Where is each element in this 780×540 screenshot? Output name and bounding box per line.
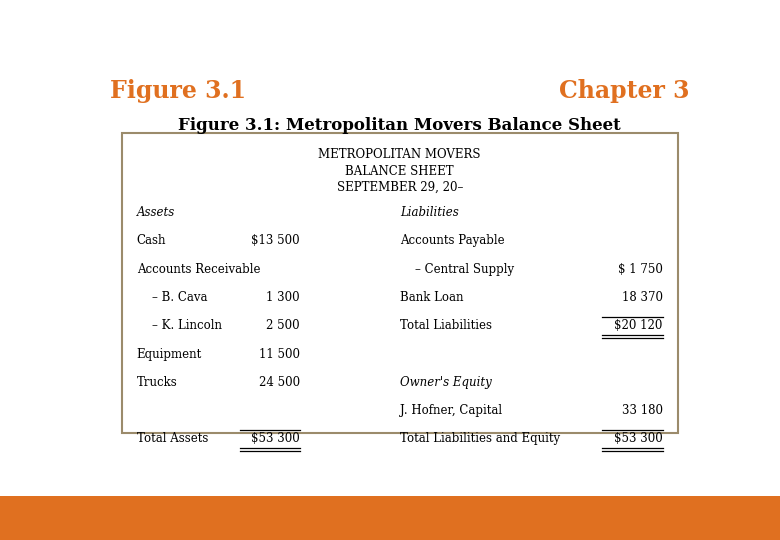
Text: Cash: Cash bbox=[136, 234, 166, 247]
Text: Figure 3.1: Figure 3.1 bbox=[109, 79, 246, 103]
Text: Chapter 3: Chapter 3 bbox=[559, 79, 690, 103]
Text: SEPTEMBER 29, 20–: SEPTEMBER 29, 20– bbox=[336, 181, 463, 194]
Text: J. Hofner, Capital: J. Hofner, Capital bbox=[399, 404, 502, 417]
Text: Accounts Receivable: Accounts Receivable bbox=[136, 263, 261, 276]
Text: PEARSON: PEARSON bbox=[639, 508, 757, 528]
Text: Assets: Assets bbox=[136, 206, 175, 219]
Text: – K. Lincoln: – K. Lincoln bbox=[136, 319, 222, 332]
Text: 2 500: 2 500 bbox=[267, 319, 300, 332]
Text: 11 500: 11 500 bbox=[259, 348, 300, 361]
Text: Liabilities: Liabilities bbox=[399, 206, 459, 219]
Text: BALANCE SHEET: BALANCE SHEET bbox=[346, 165, 454, 178]
Text: Equipment: Equipment bbox=[136, 348, 202, 361]
Text: $53 300: $53 300 bbox=[251, 433, 300, 446]
Text: 1 300: 1 300 bbox=[267, 291, 300, 304]
Text: Figure 3.1: Metropolitan Movers Balance Sheet: Figure 3.1: Metropolitan Movers Balance … bbox=[179, 117, 621, 134]
Text: 24 500: 24 500 bbox=[259, 376, 300, 389]
Text: $20 120: $20 120 bbox=[615, 319, 663, 332]
FancyBboxPatch shape bbox=[122, 133, 678, 433]
Text: Trucks: Trucks bbox=[136, 376, 178, 389]
Text: Total Assets: Total Assets bbox=[136, 433, 208, 446]
Text: $53 300: $53 300 bbox=[614, 433, 663, 446]
Text: Total Liabilities and Equity: Total Liabilities and Equity bbox=[399, 433, 560, 446]
Text: 12  Accounting 1, 7th edition: 12 Accounting 1, 7th edition bbox=[16, 514, 168, 522]
Text: – Central Supply: – Central Supply bbox=[399, 263, 514, 276]
Text: 18 370: 18 370 bbox=[622, 291, 663, 304]
Text: – B. Cava: – B. Cava bbox=[136, 291, 207, 304]
Text: 33 180: 33 180 bbox=[622, 404, 663, 417]
Text: Bank Loan: Bank Loan bbox=[399, 291, 463, 304]
Text: METROPOLITAN MOVERS: METROPOLITAN MOVERS bbox=[318, 148, 481, 161]
Text: Accounts Payable: Accounts Payable bbox=[399, 234, 505, 247]
Text: $13 500: $13 500 bbox=[251, 234, 300, 247]
Text: Total Liabilities: Total Liabilities bbox=[399, 319, 491, 332]
Text: Owner's Equity: Owner's Equity bbox=[399, 376, 491, 389]
Text: $ 1 750: $ 1 750 bbox=[618, 263, 663, 276]
